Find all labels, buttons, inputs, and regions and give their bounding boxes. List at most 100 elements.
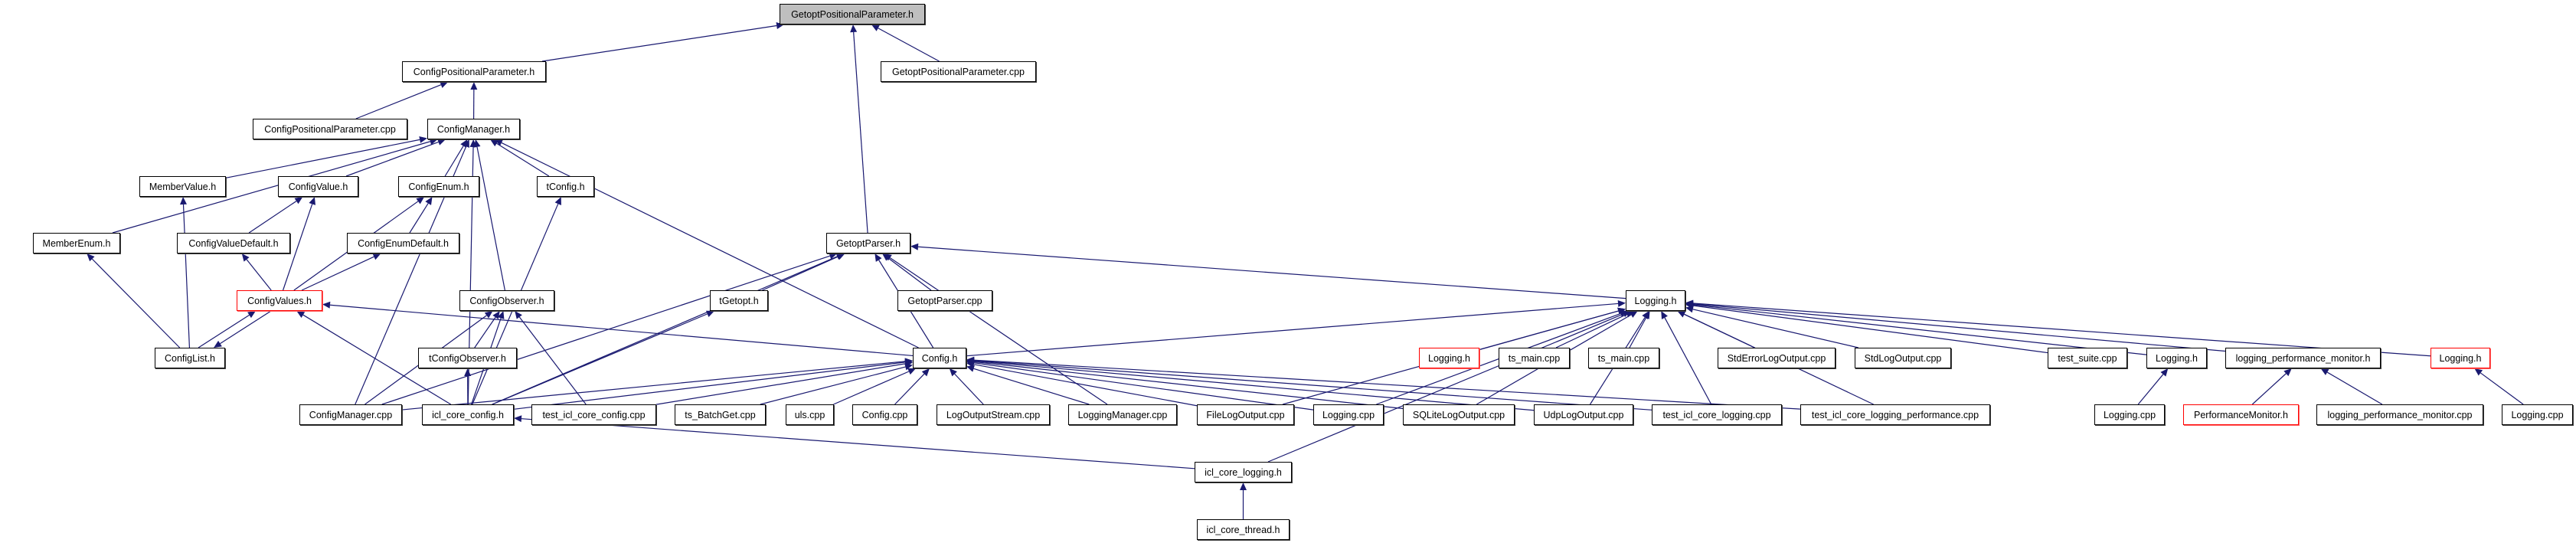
file-node-log-h[interactable]: Logging.h	[1626, 290, 1685, 311]
arrowhead-icon	[554, 197, 561, 205]
edge-ticlp-to-cfg_h	[973, 359, 1801, 410]
edge-ticc-to-cfg_h	[655, 363, 906, 405]
file-node-log-h2[interactable]: Logging.h	[2146, 348, 2207, 368]
file-node-ce-h[interactable]: ConfigEnum.h	[398, 176, 479, 197]
file-node-sel[interactable]: StdErrorLogOutput.cpp	[1718, 348, 1836, 368]
arrowhead-icon	[214, 340, 222, 348]
edge-icc_h-to-cfg_h	[513, 361, 906, 410]
arrowhead-icon	[492, 311, 500, 319]
file-node-tsm1[interactable]: ts_main.cpp	[1499, 348, 1570, 368]
edge-tsbg-to-cfg_h	[760, 366, 906, 405]
edge-pm_h-to-lpm_h	[2251, 373, 2287, 405]
file-node-cvd-h[interactable]: ConfigValueDefault.h	[177, 233, 290, 254]
edge-tc_h-to-cm_h	[496, 142, 550, 177]
file-node-log-cpp2[interactable]: Logging.cpp	[2094, 404, 2165, 425]
edge-me_h-to-cm_h	[112, 141, 431, 234]
file-node-cl-h[interactable]: ConfigList.h	[155, 348, 225, 368]
edge-co_h-to-cm_h	[476, 146, 505, 291]
edge-log_cpp3-to-log_h_r2	[2480, 372, 2524, 405]
file-node-cpp-h[interactable]: ConfigPositionalParameter.h	[402, 61, 546, 82]
file-node-lpm-cpp[interactable]: logging_performance_monitor.cpp	[2316, 404, 2483, 425]
file-node-cm-h[interactable]: ConfigManager.h	[427, 119, 520, 139]
file-node-slo[interactable]: StdLogOutput.cpp	[1855, 348, 1951, 368]
file-node-sqlo[interactable]: SQLiteLogOutput.cpp	[1403, 404, 1515, 425]
arrowhead-icon	[429, 138, 438, 146]
file-node-uls[interactable]: uls.cpp	[786, 404, 834, 425]
arrowhead-icon	[871, 25, 880, 31]
file-node-gp-h[interactable]: GetoptParser.h	[826, 233, 910, 254]
edge-sqlo-to-cfg_h	[973, 361, 1404, 410]
file-node-log-cpp[interactable]: Logging.cpp	[1313, 404, 1384, 425]
arrowhead-icon	[247, 311, 256, 319]
arrowhead-icon	[874, 254, 882, 262]
edge-log_cpp-to-cfg_h	[973, 362, 1314, 411]
arrowhead-icon	[294, 197, 303, 204]
file-node-tg-h[interactable]: tGetopt.h	[710, 290, 768, 311]
file-node-log-cpp3[interactable]: Logging.cpp	[2502, 404, 2573, 425]
edge-flo-to-cfg_h	[973, 364, 1198, 407]
file-node-tco-h[interactable]: tConfigObserver.h	[418, 348, 517, 368]
edge-tco_h-to-co_h	[474, 316, 496, 348]
edge-ce_h-to-cm_h	[444, 146, 464, 177]
file-node-log-h-r2[interactable]: Logging.h	[2431, 348, 2490, 368]
arrowhead-icon	[419, 136, 427, 143]
file-node-ict-h[interactable]: icl_core_thread.h	[1197, 519, 1290, 540]
file-node-flo[interactable]: FileLogOutput.cpp	[1197, 404, 1294, 425]
file-node-cv-h[interactable]: ConfigValue.h	[278, 176, 358, 197]
file-node-tsuite[interactable]: test_suite.cpp	[2048, 348, 2127, 368]
edge-ticc-to-co_h	[518, 316, 587, 405]
edge-cv_h-to-cm_h	[345, 141, 439, 177]
file-node-ticl[interactable]: test_icl_core_logging.cpp	[1652, 404, 1782, 425]
edge-cfg_h-to-log_h	[966, 303, 1619, 357]
arrowhead-icon	[514, 415, 522, 423]
edge-los-to-cfg_h	[954, 373, 984, 405]
arrowhead-icon	[1677, 311, 1686, 318]
file-node-me-h[interactable]: MemberEnum.h	[33, 233, 120, 254]
file-node-tsm2[interactable]: ts_main.cpp	[1588, 348, 1659, 368]
file-node-log-h-r1[interactable]: Logging.h	[1419, 348, 1479, 368]
arrowhead-icon	[949, 368, 957, 377]
edge-lm_cpp-to-cfg_h	[973, 368, 1090, 405]
file-node-mv-h[interactable]: MemberValue.h	[139, 176, 226, 197]
file-node-icl-h[interactable]: icl_core_logging.h	[1195, 462, 1292, 482]
file-node-icc-h[interactable]: icl_core_config.h	[422, 404, 514, 425]
edge-tsm2-to-log_h	[1629, 317, 1647, 348]
edge-cpp_cpp-to-cpp_h	[355, 84, 442, 119]
edge-ticl-to-log_h	[1664, 317, 1712, 405]
file-node-tc-h[interactable]: tConfig.h	[537, 176, 594, 197]
file-node-ticlp[interactable]: test_icl_core_logging_performance.cpp	[1800, 404, 1990, 425]
file-node-lm-cpp[interactable]: LoggingManager.cpp	[1068, 404, 1177, 425]
edge-cvd_h-to-cv_h	[248, 201, 297, 234]
arrowhead-icon	[2320, 368, 2329, 375]
file-node-ced-h[interactable]: ConfigEnumDefault.h	[347, 233, 459, 254]
edge-log_h-to-gp_h	[917, 246, 1626, 299]
file-node-cm-cpp[interactable]: ConfigManager.cpp	[299, 404, 402, 425]
edge-slo-to-log_h	[1692, 309, 1858, 348]
file-node-gpp-cpp[interactable]: GetoptPositionalParameter.cpp	[881, 61, 1036, 82]
file-node-gpp-h[interactable]: GetoptPositionalParameter.h	[780, 4, 925, 25]
arrowhead-icon	[425, 197, 433, 205]
arrowhead-icon	[322, 301, 331, 309]
file-node-pm-h[interactable]: PerformanceMonitor.h	[2183, 404, 2299, 425]
file-node-los[interactable]: LogOutputStream.cpp	[937, 404, 1050, 425]
edge-ticl-to-cfg_h	[973, 360, 1652, 411]
edge-udp-to-cfg_h	[973, 360, 1535, 411]
file-node-ticc[interactable]: test_icl_core_config.cpp	[531, 404, 656, 425]
file-node-udp[interactable]: UdpLogOutput.cpp	[1534, 404, 1633, 425]
file-node-cfg-cpp[interactable]: Config.cpp	[852, 404, 917, 425]
file-node-cvs-h[interactable]: ConfigValues.h	[237, 290, 322, 311]
arrowhead-icon	[829, 252, 838, 260]
file-node-cpp-cpp[interactable]: ConfigPositionalParameter.cpp	[253, 119, 407, 139]
arrowhead-icon	[296, 311, 306, 319]
file-node-lpm-h[interactable]: logging_performance_monitor.h	[2225, 348, 2381, 368]
file-node-cfg-h[interactable]: Config.h	[913, 348, 966, 368]
arrowhead-icon	[416, 197, 425, 204]
arrowhead-icon	[2283, 368, 2292, 377]
edge-log_cpp2-to-log_h2	[2137, 374, 2164, 405]
arrowhead-icon	[2160, 368, 2169, 377]
file-node-gp-cpp[interactable]: GetoptParser.cpp	[897, 290, 992, 311]
file-node-co-h[interactable]: ConfigObserver.h	[459, 290, 554, 311]
arrowhead-icon	[437, 139, 446, 146]
file-node-tsbg[interactable]: ts_BatchGet.cpp	[675, 404, 766, 425]
